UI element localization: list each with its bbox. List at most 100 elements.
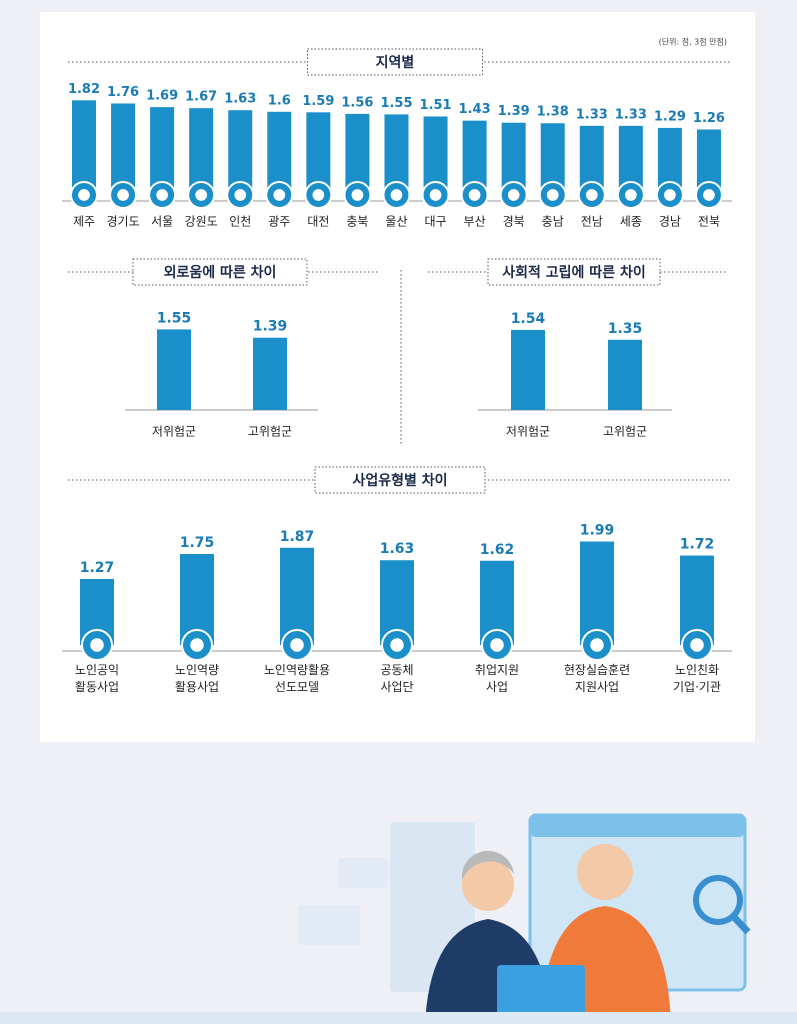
x-tick-label: 저위험군 [506,425,550,439]
icon [585,189,598,201]
title-box [307,48,483,76]
icon [468,189,481,201]
bar [608,339,642,410]
bar [280,547,314,645]
value-label: 1.63 [224,92,256,107]
woman-hair [461,850,514,880]
icon [78,189,90,201]
bar [157,329,191,410]
chart-title: 사업유형별 차이 [352,472,447,489]
x-tick-label: 울산 [385,215,407,229]
icon [117,189,129,201]
icon [546,189,559,201]
value-label: 1.67 [185,90,217,105]
value-label: 1.55 [157,310,192,326]
icon [273,189,286,201]
bar [72,100,96,195]
value-label: 1.38 [537,105,569,120]
browser-bar [530,815,745,837]
x-tick-label: 강원도 [185,215,218,229]
category-box: 취업지원 사업 [474,663,520,694]
bar [580,541,614,645]
man-head [577,844,633,900]
bar [511,329,545,410]
category-box: 공동체 사업단 [380,663,414,694]
icon [351,189,364,201]
value-label: 1.6 [268,93,291,108]
x-tick-label: 인천 [229,214,251,229]
category-box: 노인친화 기업·기관 [673,663,721,694]
woman-head [462,859,514,911]
icon [490,638,504,652]
x-tick-label: 경남 [659,215,681,229]
value-label: 1.29 [654,109,686,124]
x-tick-label: 공동체 사업단 [380,663,414,694]
icon [390,189,403,201]
value-label: 1.51 [420,98,452,113]
x-tick-label: 노인친화 기업·기관 [673,663,721,694]
value-label: 1.62 [480,542,515,558]
value-label: 1.35 [608,321,643,337]
value-label: 1.27 [80,560,115,576]
icon [90,638,104,652]
magnifier [693,875,743,925]
icon [190,638,204,652]
icon [195,189,208,201]
chart-title: 사회적 고립에 따른 차이 [502,264,645,281]
bar [253,337,287,410]
illustration [0,813,797,1024]
x-tick-label: 고위험군 [603,425,647,439]
value-label: 1.39 [498,104,530,119]
x-tick-label: 취업지원 사업 [474,663,520,694]
x-tick-label: 노인역량활용 선도모델 [263,663,331,694]
icon [429,189,442,201]
category-box: 노인역량활용 선도모델 [263,663,331,694]
x-tick-label: 경기도 [106,215,139,229]
bubble [298,905,360,945]
value-label: 1.63 [380,541,415,557]
x-tick-label: 광주 [268,215,290,229]
value-label: 1.56 [341,95,373,110]
value-label: 1.33 [615,107,647,122]
value-label: 1.72 [680,537,715,553]
x-tick-label: 부산 [464,215,486,229]
laptop [497,965,585,1024]
x-tick-label: 전북 [698,215,720,229]
value-label: 1.26 [693,111,725,126]
title-box [132,258,308,286]
icon [507,189,520,201]
x-tick-label: 세종 [620,215,642,229]
value-label: 1.87 [280,529,315,545]
x-tick-label: 제주 [73,215,95,229]
icon [156,189,168,201]
bubble [338,858,388,888]
value-label: 1.59 [302,94,334,109]
x-tick-label: 대전 [307,215,329,229]
icon [703,189,715,201]
x-tick-label: 노인공익 활동사업 [74,663,120,694]
icon [690,638,704,652]
x-tick-label: 서울 [151,215,173,229]
value-label: 1.69 [146,89,178,104]
title-box [487,258,661,286]
bar [228,110,253,195]
bar [189,108,214,195]
x-tick-label: 충북 [346,215,368,229]
category-box: 현장실습훈련 지원사업 [563,663,631,694]
x-tick-label: 고위험군 [248,425,292,439]
x-tick-label: 저위험군 [152,425,196,439]
chart-title: 외로움에 따른 차이 [164,264,277,281]
icon [312,189,325,201]
value-label: 1.55 [380,96,412,111]
bar [111,103,136,195]
icon [290,638,304,652]
icon [624,189,637,201]
x-tick-label: 현장실습훈련 지원사업 [563,663,631,694]
category-box: 노인역량 활용사업 [175,663,219,694]
value-label: 1.75 [180,535,215,551]
x-tick-label: 충남 [542,215,564,229]
title-box [314,466,486,494]
category-box: 노인공익 활동사업 [74,663,120,694]
